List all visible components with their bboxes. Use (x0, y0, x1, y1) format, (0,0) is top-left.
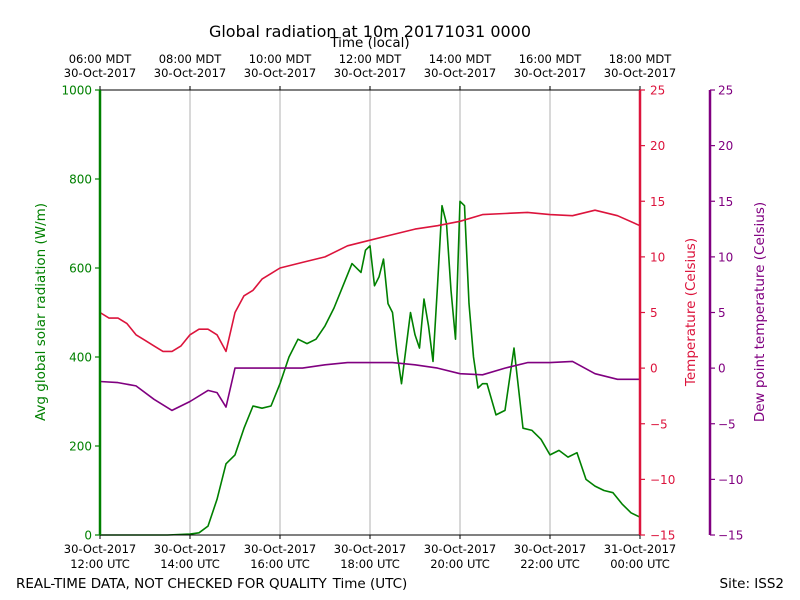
bottom-tick-label: 14:00 UTC (160, 557, 220, 571)
radiation-tick-label: 0 (84, 529, 92, 543)
dewpoint-tick-label: 5 (718, 306, 726, 320)
top-tick-label: 06:00 MDT (69, 52, 133, 66)
temperature-tick-label: −15 (650, 529, 675, 543)
dewpoint-axis-label: Dew point temperature (Celsius) (752, 202, 768, 422)
temperature-tick-label: 10 (650, 250, 665, 264)
bottom-tick-date: 30-Oct-2017 (64, 542, 136, 556)
chart-title: Global radiation at 10m 20171031 0000 (209, 22, 531, 41)
bottom-tick-date: 30-Oct-2017 (154, 542, 226, 556)
top-tick-date: 30-Oct-2017 (424, 66, 496, 80)
bottom-tick-label: 18:00 UTC (340, 557, 400, 571)
dewpoint-tick-label: 10 (718, 250, 733, 264)
top-tick-date: 30-Oct-2017 (514, 66, 586, 80)
top-tick-date: 30-Oct-2017 (154, 66, 226, 80)
radiation-tick-label: 200 (69, 440, 92, 454)
dewpoint-tick-label: −15 (718, 529, 743, 543)
bottom-tick-date: 31-Oct-2017 (604, 542, 676, 556)
temperature-axis-label: Temperature (Celsius) (683, 238, 699, 387)
bottom-tick-date: 30-Oct-2017 (244, 542, 316, 556)
top-tick-label: 12:00 MDT (339, 52, 403, 66)
bottom-tick-label: 00:00 UTC (610, 557, 670, 571)
top-tick-date: 30-Oct-2017 (244, 66, 316, 80)
radiation-tick-label: 1000 (61, 84, 92, 98)
radiation-tick-label: 800 (69, 173, 92, 187)
top-tick-label: 08:00 MDT (159, 52, 223, 66)
dewpoint-tick-label: −5 (718, 417, 736, 431)
top-tick-date: 30-Oct-2017 (604, 66, 676, 80)
top-tick-label: 18:00 MDT (609, 52, 673, 66)
top-tick-date: 30-Oct-2017 (334, 66, 406, 80)
series-line-radiation (100, 200, 641, 536)
temperature-tick-label: −5 (650, 417, 668, 431)
bottom-tick-label: 16:00 UTC (250, 557, 310, 571)
bottom-tick-label: 20:00 UTC (430, 557, 490, 571)
series-line-temperature (99, 209, 641, 353)
top-tick-label: 14:00 MDT (429, 52, 493, 66)
radiation-axis: 0 200 400 600 800 1000 (61, 84, 100, 543)
radiation-axis-label: Avg global solar radiation (W/m) (33, 203, 49, 421)
temperature-axis: −15 −10 −5 0 5 10 15 20 25 (640, 84, 675, 543)
temperature-tick-label: 25 (650, 84, 665, 98)
bottom-tick-date: 30-Oct-2017 (514, 542, 586, 556)
series-line-dewpoint (99, 360, 640, 412)
footer-site: Site: ISS2 (720, 576, 784, 592)
radiation-tick-label: 400 (69, 351, 92, 365)
radiation-tick-label: 600 (69, 262, 92, 276)
top-axis-label: Time (local) (329, 35, 409, 51)
top-tick-label: 10:00 MDT (249, 52, 313, 66)
dewpoint-tick-label: 15 (718, 195, 733, 209)
temperature-tick-label: 15 (650, 195, 665, 209)
bottom-tick-label: 12:00 UTC (70, 557, 130, 571)
bottom-tick-date: 30-Oct-2017 (424, 542, 496, 556)
temperature-tick-label: −10 (650, 473, 675, 487)
dewpoint-tick-label: 25 (718, 84, 733, 98)
footer-quality-note: REAL-TIME DATA, NOT CHECKED FOR QUALITY (16, 576, 328, 592)
dewpoint-tick-label: 20 (718, 139, 733, 153)
series-layer (99, 200, 641, 536)
temperature-tick-label: 5 (650, 306, 658, 320)
top-tick-date: 30-Oct-2017 (64, 66, 136, 80)
dewpoint-tick-label: −10 (718, 473, 743, 487)
bottom-axis-label: Time (UTC) (332, 576, 408, 592)
temperature-tick-label: 0 (650, 362, 658, 376)
top-tick-label: 16:00 MDT (519, 52, 583, 66)
vertical-gridlines (189, 90, 551, 535)
temperature-tick-label: 20 (650, 139, 665, 153)
bottom-tick-label: 22:00 UTC (520, 557, 580, 571)
dewpoint-tick-label: 0 (718, 362, 726, 376)
dewpoint-axis: −15 −10 −5 0 5 10 15 20 25 (708, 84, 743, 543)
bottom-tick-date: 30-Oct-2017 (334, 542, 406, 556)
